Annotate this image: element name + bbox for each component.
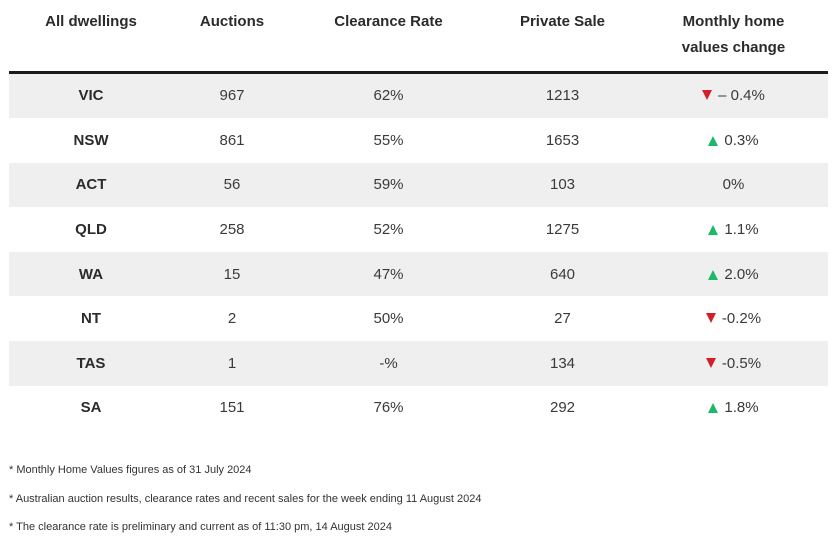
header-private-sale: Private Sale bbox=[486, 0, 639, 74]
change-value: -0.5% bbox=[721, 354, 762, 372]
home-value-change-cell: -0.2% bbox=[639, 296, 828, 341]
state-cell: NT bbox=[81, 310, 101, 328]
change-value: 0.3% bbox=[724, 131, 759, 149]
auctions-cell: 861 bbox=[219, 131, 245, 149]
footnote: * Monthly Home Values figures as of 31 J… bbox=[9, 464, 252, 476]
table-header: All dwellings Auctions Clearance Rate Pr… bbox=[9, 0, 828, 74]
home-value-change-cell: 2.0% bbox=[639, 251, 828, 297]
home-value-change-cell: 0% bbox=[639, 162, 828, 208]
change-value: 1.8% bbox=[724, 399, 759, 417]
auctions-cell: 1 bbox=[173, 341, 291, 386]
footnotes: * Monthly Home Values figures as of 31 J… bbox=[9, 459, 481, 545]
change-value: 2.0% bbox=[724, 265, 759, 283]
home-value-change-cell: – 0.4% bbox=[639, 72, 828, 119]
clearance-rate-cell: 55% bbox=[373, 131, 404, 149]
clearance-rate-cell: -% bbox=[291, 341, 486, 386]
change-value: 1.1% bbox=[724, 221, 759, 239]
table-row: NT 2 50% 27 -0.2% bbox=[9, 296, 828, 341]
table-row: TAS 1 -% 134 -0.5% bbox=[9, 341, 828, 386]
clearance-rate-cell: 76% bbox=[373, 399, 404, 417]
auctions-cell: 258 bbox=[219, 221, 245, 239]
home-value-change-cell: 1.8% bbox=[639, 386, 828, 431]
state-cell: TAS bbox=[9, 341, 173, 386]
table-row: SA 151 76% 292 1.8% bbox=[9, 386, 828, 431]
home-value-change-cell: 1.1% bbox=[639, 207, 828, 252]
triangle-up-icon bbox=[708, 269, 719, 280]
change-value: 0% bbox=[722, 176, 745, 194]
table-row: ACT 56 59% 103 0% bbox=[9, 162, 828, 208]
table-row: QLD 258 52% 1275 1.1% bbox=[9, 207, 828, 252]
header-monthly-home-values-change: Monthly home values change bbox=[639, 0, 828, 74]
clearance-rate-cell: 50% bbox=[373, 310, 404, 328]
auctions-cell: 56 bbox=[173, 162, 291, 208]
private-sale-cell: 1275 bbox=[545, 221, 580, 239]
table-row: NSW 861 55% 1653 0.3% bbox=[9, 118, 828, 163]
private-sale-cell: 1653 bbox=[545, 131, 580, 149]
triangle-down-icon bbox=[702, 90, 713, 101]
auctions-cell: 15 bbox=[173, 251, 291, 297]
header-clearance-rate: Clearance Rate bbox=[291, 0, 486, 74]
private-sale-cell: 134 bbox=[486, 341, 639, 386]
triangle-down-icon bbox=[705, 357, 716, 368]
triangle-down-icon bbox=[705, 313, 716, 324]
footnote: * Australian auction results, clearance … bbox=[9, 492, 482, 505]
triangle-up-icon bbox=[708, 403, 719, 414]
state-cell: VIC bbox=[9, 72, 173, 119]
home-value-change-cell: 0.3% bbox=[639, 118, 828, 163]
state-cell: NSW bbox=[73, 131, 109, 149]
table-body: VIC 967 62% 1213– 0.4% NSW 861 55% 1653 0.3% ACT 5… bbox=[9, 72, 828, 430]
state-cell: SA bbox=[80, 399, 102, 417]
header-all-dwellings: All dwellings bbox=[9, 0, 173, 74]
auction-results-table: All dwellings Auctions Clearance Rate Pr… bbox=[9, 0, 828, 430]
home-value-change-cell: -0.5% bbox=[639, 341, 828, 386]
private-sale-cell: 292 bbox=[549, 399, 576, 417]
auctions-cell: 2 bbox=[227, 310, 237, 328]
clearance-rate-cell: 52% bbox=[373, 221, 404, 239]
clearance-rate-cell: 59% bbox=[291, 162, 486, 208]
state-cell: ACT bbox=[9, 162, 173, 208]
clearance-rate-cell: 62% bbox=[291, 72, 486, 119]
private-sale-cell: 103 bbox=[486, 162, 639, 208]
private-sale-cell: 640 bbox=[486, 251, 639, 297]
triangle-up-icon bbox=[708, 135, 719, 146]
private-sale-cell: 27 bbox=[554, 310, 571, 328]
clearance-rate-cell: 47% bbox=[291, 251, 486, 297]
header-auctions: Auctions bbox=[173, 0, 291, 74]
private-sale-cell: 1213 bbox=[486, 72, 639, 119]
triangle-up-icon bbox=[708, 225, 719, 236]
change-value: -0.2% bbox=[721, 310, 762, 328]
auctions-cell: 967 bbox=[173, 72, 291, 119]
footnote: * The clearance rate is preliminary and … bbox=[9, 521, 392, 533]
table-row: VIC 967 62% 1213 – 0.4% bbox=[9, 72, 828, 119]
auctions-cell: 151 bbox=[219, 399, 245, 417]
change-value: – 0.4% bbox=[718, 87, 765, 105]
table-row: WA 15 47% 640 2.0% bbox=[9, 251, 828, 297]
state-cell: QLD bbox=[75, 221, 107, 239]
state-cell: WA bbox=[9, 251, 173, 297]
